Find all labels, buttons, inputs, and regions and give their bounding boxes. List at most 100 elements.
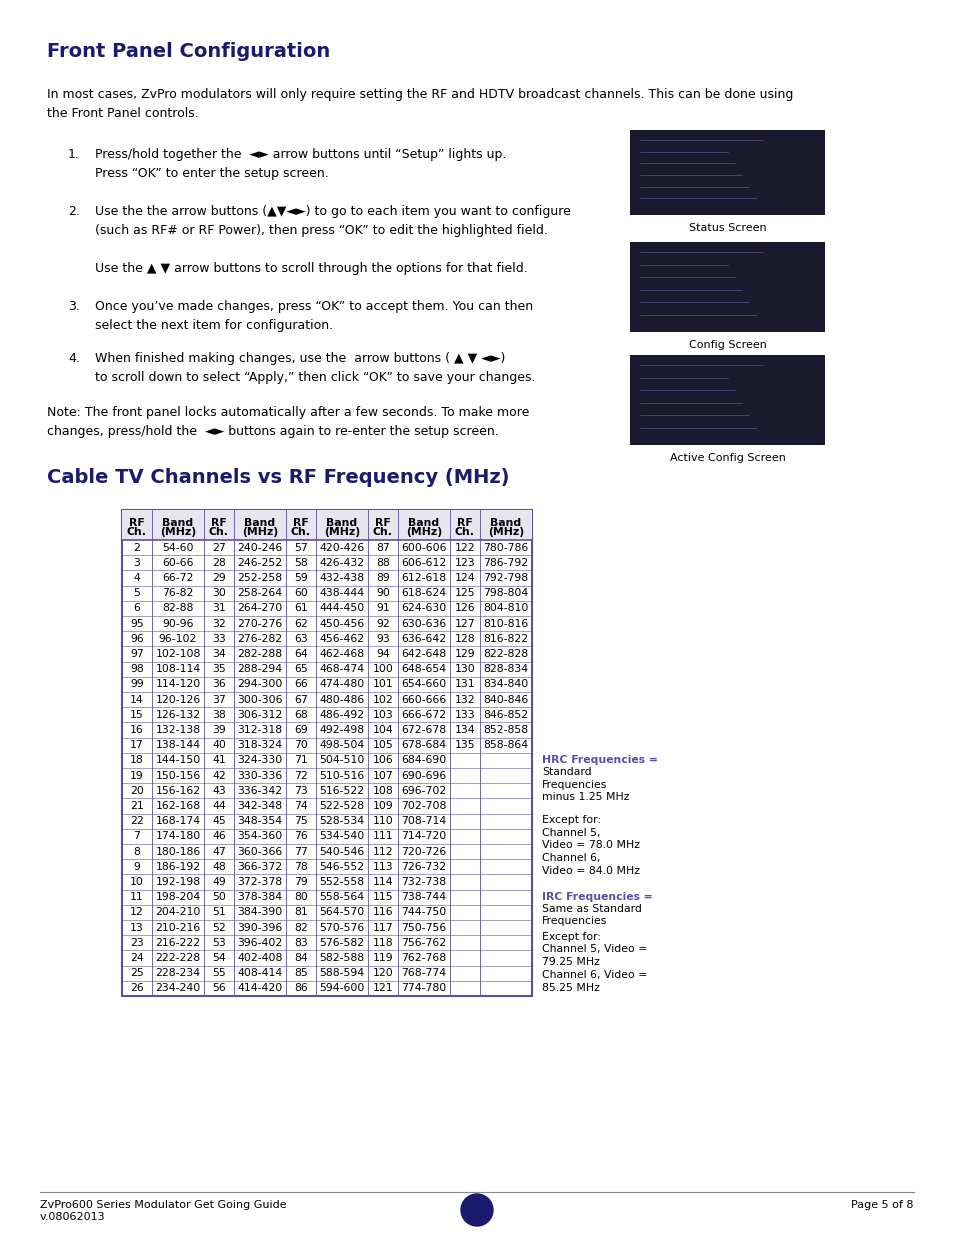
Text: 684-690: 684-690 [401,756,446,766]
Text: 114-120: 114-120 [155,679,200,689]
Text: 204-210: 204-210 [155,908,200,918]
Text: 93: 93 [375,634,390,643]
Text: (MHz): (MHz) [487,526,523,536]
Text: 192-198: 192-198 [155,877,200,887]
Text: 420-426: 420-426 [319,542,364,552]
Text: 45: 45 [212,816,226,826]
Text: 570-576: 570-576 [319,923,364,932]
Text: 59: 59 [294,573,308,583]
Text: 99: 99 [130,679,144,689]
Text: 582-588: 582-588 [319,953,364,963]
Text: 348-354: 348-354 [237,816,282,826]
Text: 450-456: 450-456 [319,619,364,629]
Text: 168-174: 168-174 [155,816,200,826]
Text: 116: 116 [373,908,393,918]
Text: 270-276: 270-276 [237,619,282,629]
Text: 17: 17 [130,740,144,750]
Text: 690-696: 690-696 [401,771,446,781]
Text: 3.: 3. [68,300,80,312]
Text: 124: 124 [455,573,475,583]
Text: 726-732: 726-732 [401,862,446,872]
Text: 378-384: 378-384 [237,892,282,903]
Text: 86: 86 [294,983,308,993]
Text: 144-150: 144-150 [155,756,200,766]
Text: 156-162: 156-162 [155,785,200,795]
Text: 71: 71 [294,756,308,766]
Text: Status Screen: Status Screen [688,224,765,233]
Text: 15: 15 [130,710,144,720]
Text: ZvPro600 Series Modulator Get Going Guide: ZvPro600 Series Modulator Get Going Guid… [40,1200,286,1210]
Text: 576-582: 576-582 [319,937,364,947]
Text: 48: 48 [212,862,226,872]
Text: 113: 113 [373,862,393,872]
Text: 5: 5 [133,588,140,598]
Text: Band: Band [326,517,357,527]
Text: 630-636: 630-636 [401,619,446,629]
Text: 258-264: 258-264 [237,588,282,598]
Text: 43: 43 [212,785,226,795]
Text: 336-342: 336-342 [237,785,282,795]
Text: 504-510: 504-510 [319,756,364,766]
Text: 426-432: 426-432 [319,558,364,568]
Text: 588-594: 588-594 [319,968,364,978]
Bar [629,130,824,215]
Text: 101: 101 [373,679,393,689]
Text: 80: 80 [294,892,308,903]
Text: 103: 103 [373,710,393,720]
Text: 34: 34 [212,650,226,659]
Bar [629,242,824,332]
Text: Page 5 of 8: Page 5 of 8 [851,1200,913,1210]
Text: 6: 6 [133,604,140,614]
Text: 104: 104 [373,725,393,735]
Text: 126: 126 [455,604,475,614]
Text: 94: 94 [375,650,390,659]
Text: 294-300: 294-300 [237,679,282,689]
Text: 96-102: 96-102 [158,634,197,643]
Text: 744-750: 744-750 [401,908,446,918]
Text: Band: Band [162,517,193,527]
Text: 342-348: 342-348 [237,802,282,811]
Text: 63: 63 [294,634,308,643]
Text: 210-216: 210-216 [155,923,200,932]
Text: 498-504: 498-504 [319,740,364,750]
Text: 60-66: 60-66 [162,558,193,568]
Text: 88: 88 [375,558,390,568]
Text: Ch.: Ch. [455,526,475,536]
Text: 14: 14 [130,694,144,705]
Text: 36: 36 [212,679,226,689]
Text: 4: 4 [133,573,140,583]
Text: 10: 10 [130,877,144,887]
Text: 35: 35 [212,664,226,674]
Text: 798-804: 798-804 [483,588,528,598]
Text: 60: 60 [294,588,308,598]
Text: 18: 18 [130,756,144,766]
Text: 79: 79 [294,877,308,887]
Text: 69: 69 [294,725,308,735]
Text: 612-618: 612-618 [401,573,446,583]
Text: 318-324: 318-324 [237,740,282,750]
Text: 70: 70 [294,740,308,750]
Text: 120: 120 [373,968,393,978]
Text: 117: 117 [373,923,393,932]
Text: 28: 28 [212,558,226,568]
Text: 118: 118 [373,937,393,947]
Text: 198-204: 198-204 [155,892,200,903]
Text: 162-168: 162-168 [155,802,200,811]
Text: 85: 85 [294,968,308,978]
Text: 678-684: 678-684 [401,740,446,750]
Text: 216-222: 216-222 [155,937,200,947]
Text: Use the the arrow buttons (▲▼◄►) to go to each item you want to configure
(such : Use the the arrow buttons (▲▼◄►) to go t… [95,205,570,237]
Text: 49: 49 [212,877,226,887]
Text: 540-546: 540-546 [319,847,364,857]
Text: 624-630: 624-630 [401,604,446,614]
Text: 53: 53 [212,937,226,947]
Text: Use the ▲ ▼ arrow buttons to scroll through the options for that field.: Use the ▲ ▼ arrow buttons to scroll thro… [95,262,527,275]
Text: 102: 102 [373,694,393,705]
Text: 750-756: 750-756 [401,923,446,932]
Text: 396-402: 396-402 [237,937,282,947]
Text: RF: RF [456,517,473,527]
Text: 780-786: 780-786 [483,542,528,552]
Text: 234-240: 234-240 [155,983,200,993]
Text: 21: 21 [130,802,144,811]
Text: 324-330: 324-330 [237,756,282,766]
